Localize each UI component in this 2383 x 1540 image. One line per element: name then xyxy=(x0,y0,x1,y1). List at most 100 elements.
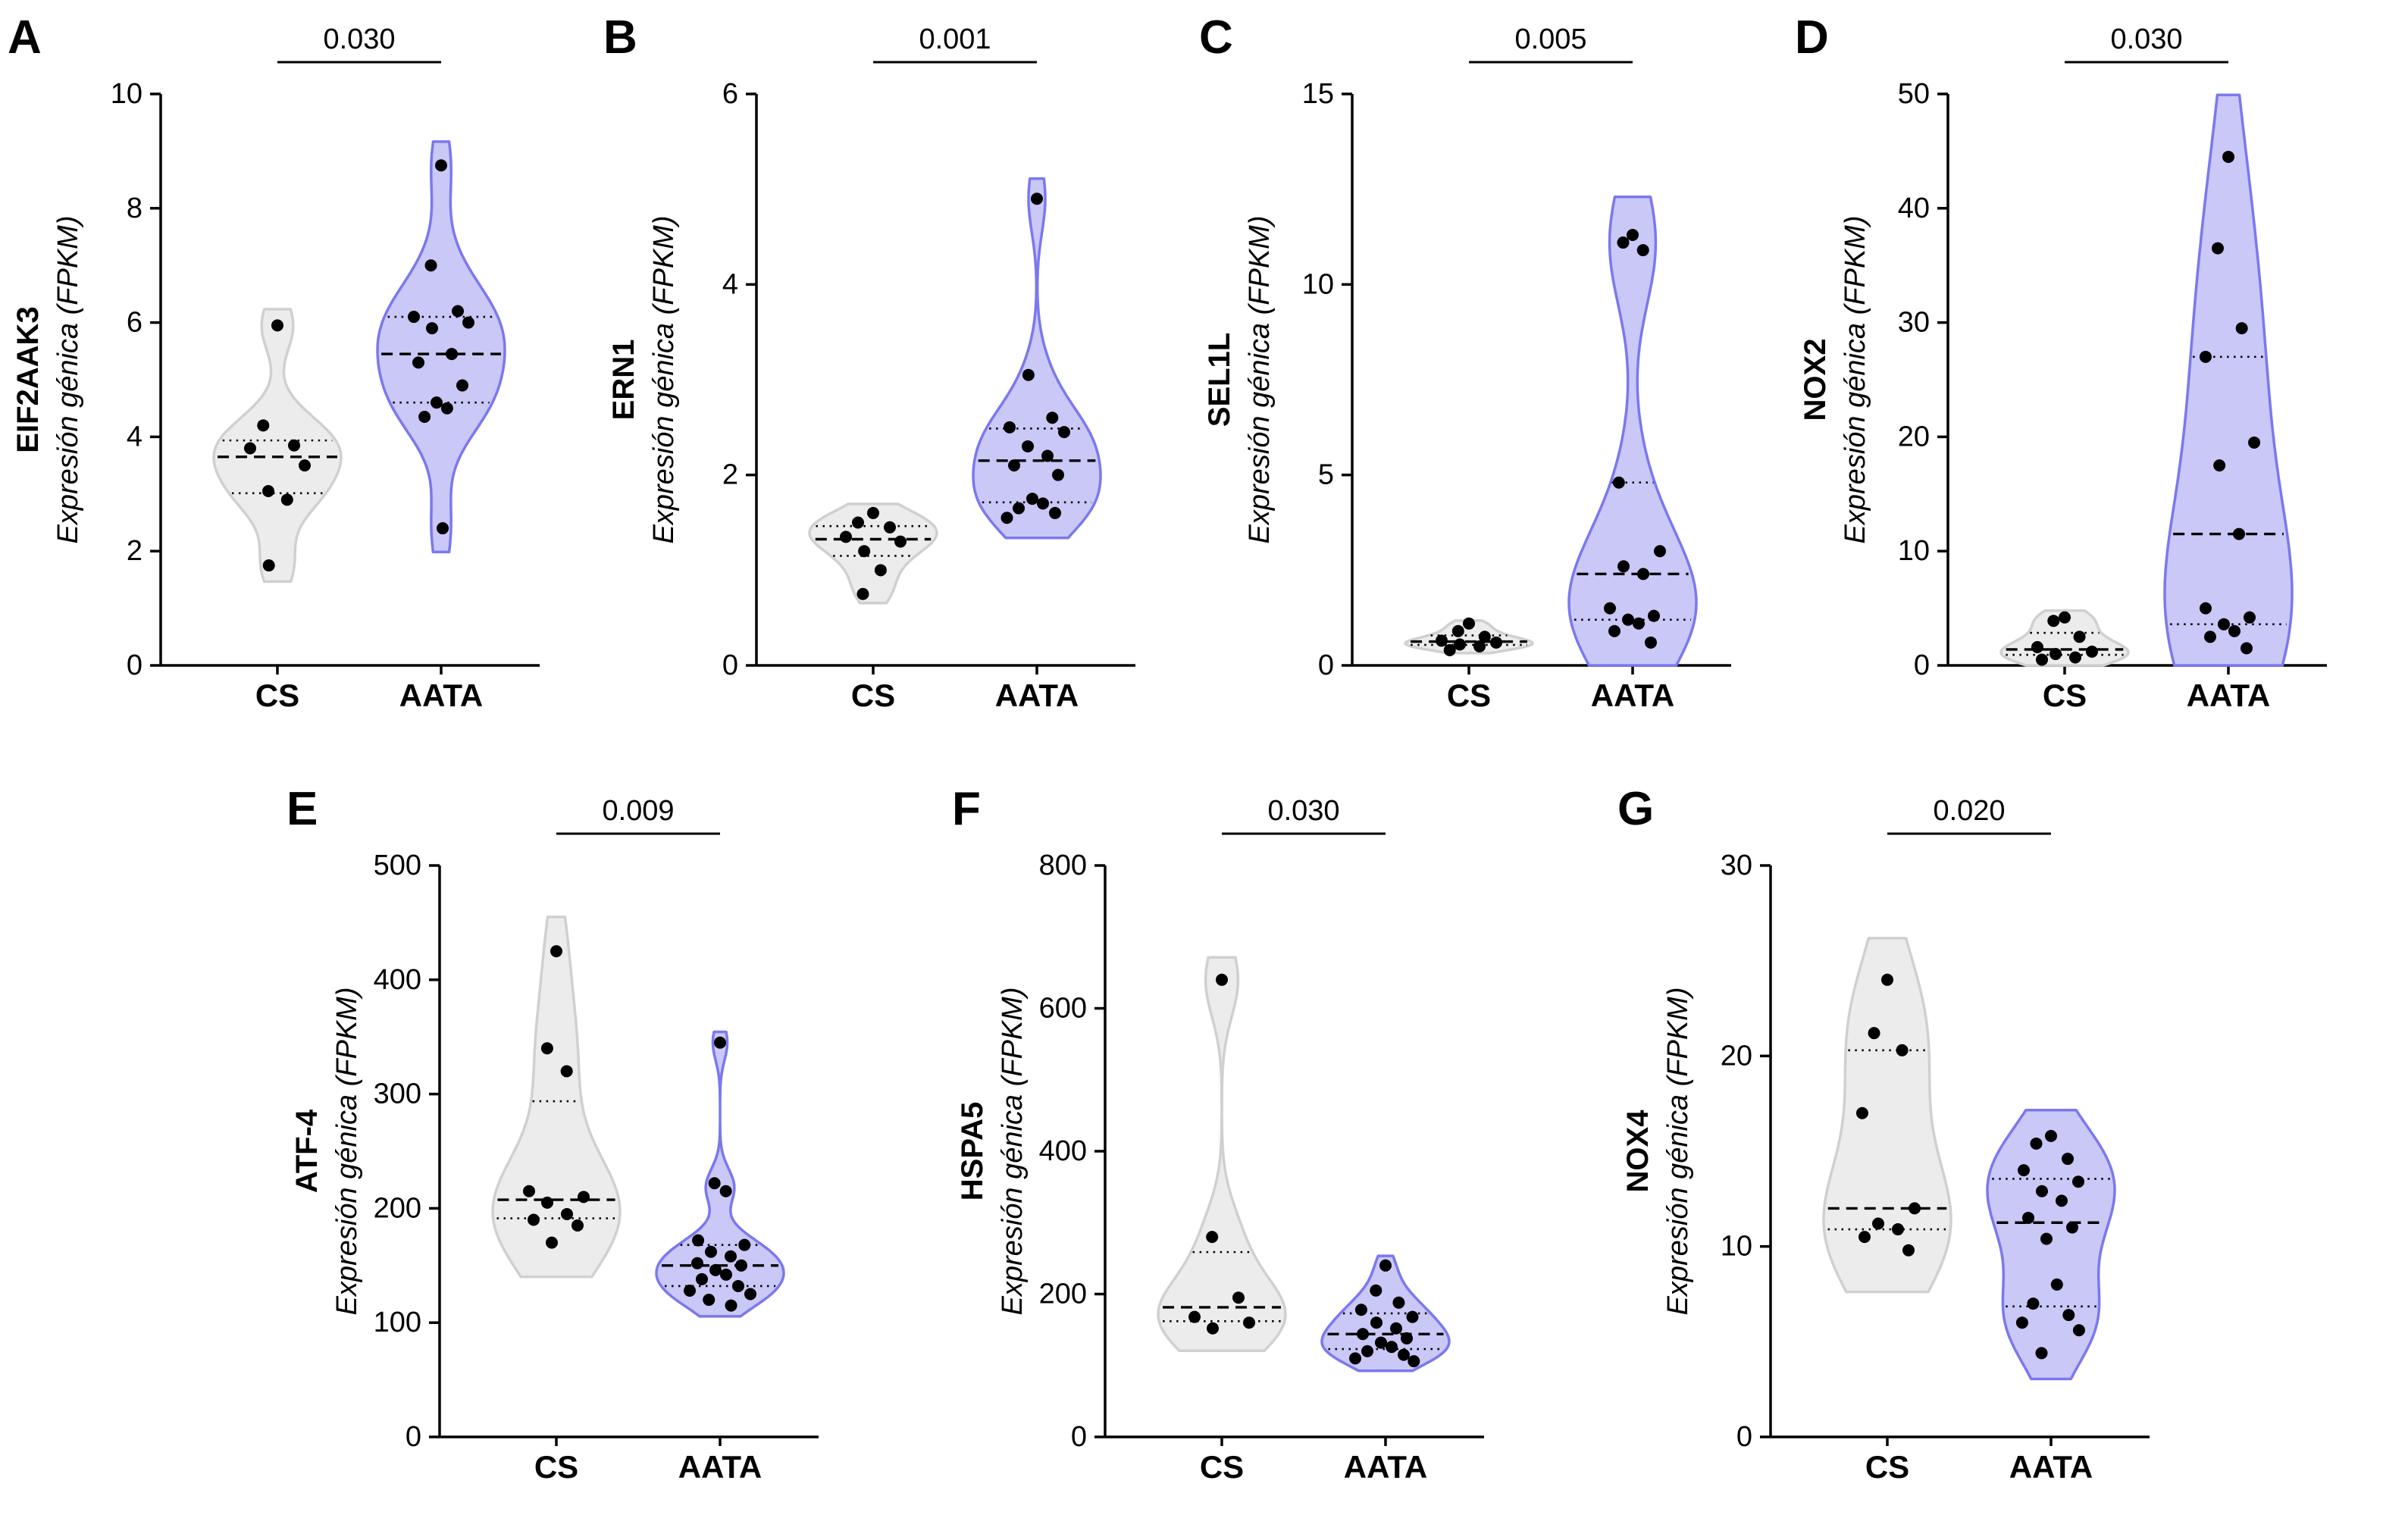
data-point xyxy=(2018,1164,2030,1177)
y-axis-label: Expresión génica (FPKM) xyxy=(331,988,363,1316)
y-tick-label: 0 xyxy=(406,1421,421,1453)
data-point xyxy=(571,1219,584,1232)
violin-aata xyxy=(376,140,506,554)
data-point xyxy=(2036,653,2048,666)
data-point xyxy=(1490,636,1502,649)
points-cs xyxy=(2031,611,2098,666)
data-point xyxy=(1881,973,1893,986)
data-point xyxy=(1909,1202,1921,1215)
data-point xyxy=(1008,459,1020,472)
y-axis-label: Expresión génica (FPKM) xyxy=(648,216,680,544)
data-point xyxy=(867,506,879,519)
panel-row-bottom: E ATF-4 Expresión génica (FPKM) 0.009 0 100 20… xyxy=(0,776,2383,1534)
data-point xyxy=(1617,236,1630,249)
category-label-aata: AATA xyxy=(2009,1449,2093,1485)
category-label-aata: AATA xyxy=(1591,678,1674,713)
data-point xyxy=(1361,1344,1373,1357)
data-point xyxy=(523,1185,535,1197)
data-point xyxy=(684,1284,696,1297)
p-value: 0.030 xyxy=(1267,795,1339,827)
data-point xyxy=(2050,1278,2063,1291)
data-point xyxy=(709,1263,722,1276)
data-point xyxy=(1216,973,1228,986)
data-point xyxy=(840,531,852,543)
y-tick-label: 15 xyxy=(1302,78,1334,110)
data-point xyxy=(1436,634,1448,647)
data-point xyxy=(1604,602,1616,615)
data-point xyxy=(1031,192,1043,205)
data-point xyxy=(708,1177,721,1190)
data-point xyxy=(2086,645,2098,658)
data-point xyxy=(2072,1175,2084,1188)
data-point xyxy=(561,1207,573,1220)
y-tick-label: 5 xyxy=(1318,459,1334,491)
category-label-cs: CS xyxy=(1200,1449,1244,1485)
y-tick-label: 6 xyxy=(127,307,142,339)
points-aata xyxy=(684,1036,756,1312)
violin-aata xyxy=(972,177,1102,540)
y-tick-label: 200 xyxy=(1039,1279,1087,1310)
data-point xyxy=(2040,1232,2053,1245)
category-label-cs: CS xyxy=(534,1449,578,1485)
violin-cs xyxy=(491,916,622,1279)
data-point xyxy=(1206,1231,1219,1244)
points-aata xyxy=(1000,192,1070,524)
data-point xyxy=(1636,244,1649,257)
data-point xyxy=(1896,1044,1909,1056)
y-tick-label: 200 xyxy=(374,1192,421,1224)
data-point xyxy=(541,1196,553,1209)
y-tick-label: 0 xyxy=(722,649,738,681)
y-tick-label: 0 xyxy=(1914,649,1930,681)
data-point xyxy=(1058,426,1070,439)
panel-letter: E xyxy=(287,783,318,835)
gene-label: HSPA5 xyxy=(956,1102,989,1200)
points-aata xyxy=(2015,1129,2085,1360)
data-point xyxy=(1386,1341,1398,1354)
data-point xyxy=(280,493,293,506)
category-label-cs: CS xyxy=(1865,1449,1909,1485)
y-tick-label: 20 xyxy=(1721,1040,1752,1072)
data-point xyxy=(1622,613,1634,626)
gene-label: ATF-4 xyxy=(290,1109,324,1193)
data-point xyxy=(1052,468,1064,481)
data-point xyxy=(2045,1129,2057,1142)
data-point xyxy=(894,535,907,548)
data-point xyxy=(546,1236,558,1249)
data-point xyxy=(2069,651,2081,664)
data-point xyxy=(1872,1217,1884,1230)
data-point xyxy=(1013,502,1025,515)
data-point xyxy=(1633,617,1645,630)
data-point xyxy=(257,419,270,432)
points-cs xyxy=(244,319,311,572)
y-tick-label: 4 xyxy=(722,268,738,300)
data-point xyxy=(874,564,887,577)
data-point xyxy=(2248,436,2261,449)
data-point xyxy=(1617,560,1630,573)
data-point xyxy=(2211,242,2224,255)
data-point xyxy=(431,396,443,409)
data-point xyxy=(262,485,274,498)
data-point xyxy=(2228,624,2241,637)
panel-G: G NOX4 Expresión génica (FPKM) 0.020 0 10 20 30… xyxy=(1617,783,2150,1485)
data-point xyxy=(1049,506,1061,519)
data-point xyxy=(1608,624,1621,637)
y-tick-label: 30 xyxy=(1721,850,1752,881)
data-point xyxy=(452,305,464,318)
p-value: 0.020 xyxy=(1933,795,2005,827)
points-cs xyxy=(840,506,907,600)
data-point xyxy=(1022,368,1035,381)
data-point xyxy=(725,1250,737,1263)
data-point xyxy=(719,1185,732,1197)
data-point xyxy=(1207,1322,1219,1335)
data-point xyxy=(462,316,474,329)
data-point xyxy=(738,1238,751,1251)
category-label-cs: CS xyxy=(851,678,895,713)
data-point xyxy=(692,1234,705,1247)
data-point xyxy=(2036,1185,2048,1197)
data-point xyxy=(2218,618,2230,631)
y-tick-label: 8 xyxy=(127,192,142,224)
points-aata xyxy=(2199,150,2261,655)
data-point xyxy=(1026,493,1038,506)
data-point xyxy=(1654,545,1666,558)
data-point xyxy=(418,411,431,424)
